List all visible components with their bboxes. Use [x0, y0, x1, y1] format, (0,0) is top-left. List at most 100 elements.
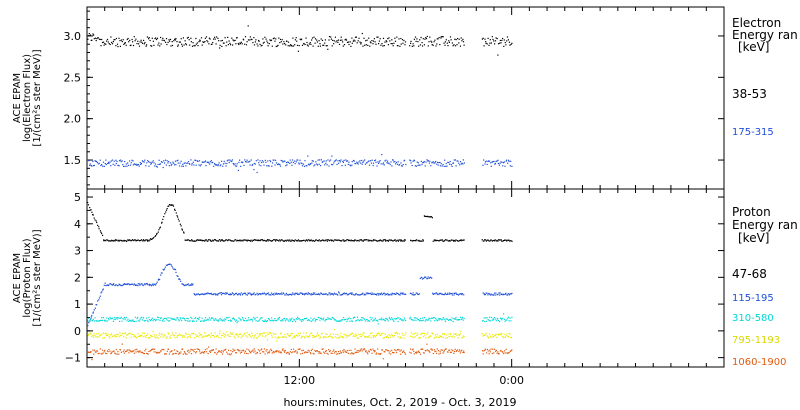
data-point [164, 162, 166, 164]
data-point [121, 41, 123, 43]
data-point [334, 319, 336, 321]
data-point [332, 39, 334, 41]
data-point [268, 239, 270, 241]
data-point [335, 351, 337, 353]
data-point [147, 284, 149, 286]
data-point [143, 43, 145, 45]
data-point [187, 350, 189, 352]
data-point [264, 353, 266, 355]
data-point [162, 166, 164, 169]
data-point [277, 239, 279, 241]
data-point [191, 240, 193, 242]
data-point [232, 348, 234, 350]
data-point [410, 162, 412, 164]
data-point [296, 334, 298, 336]
data-point [229, 293, 232, 295]
data-point [457, 37, 459, 40]
data-point [383, 319, 385, 321]
data-point [399, 239, 401, 241]
data-point [148, 316, 150, 319]
data-point [499, 294, 501, 296]
data-point [454, 348, 456, 350]
data-point [108, 162, 110, 164]
data-point [244, 317, 247, 319]
data-point [375, 43, 377, 45]
data-point [175, 352, 177, 355]
data-point [252, 293, 254, 295]
data-point [195, 352, 197, 354]
data-point [185, 284, 187, 286]
data-point [233, 294, 235, 296]
data-point [104, 239, 106, 241]
data-point [89, 319, 91, 321]
data-point [101, 38, 103, 41]
data-point [329, 294, 331, 296]
data-point [278, 318, 280, 320]
data-point [312, 336, 314, 339]
data-point [170, 334, 172, 337]
data-point [265, 161, 267, 163]
data-point [401, 165, 403, 167]
data-point [350, 45, 352, 47]
data-point [253, 316, 255, 319]
data-point [137, 239, 139, 241]
data-point [377, 240, 379, 242]
data-point [142, 332, 144, 334]
data-point [442, 164, 444, 166]
data-point [344, 350, 346, 352]
data-point [187, 349, 189, 351]
data-point [237, 349, 239, 351]
data-point [151, 37, 153, 39]
data-point [173, 318, 175, 320]
data-point [329, 335, 331, 337]
data-point [462, 41, 465, 43]
data-point [370, 160, 372, 162]
data-point [209, 293, 211, 295]
data-point [258, 39, 260, 42]
data-point [221, 240, 223, 242]
data-point [427, 277, 429, 280]
data-point [110, 165, 112, 167]
data-point [428, 41, 430, 43]
data-point [410, 332, 412, 334]
data-point [168, 161, 170, 163]
data-point [338, 351, 340, 353]
data-point [272, 351, 274, 353]
data-point [379, 293, 381, 295]
data-point [346, 350, 348, 352]
data-point [88, 322, 90, 324]
data-point [152, 320, 154, 322]
data-point [94, 307, 96, 309]
data-point [91, 314, 93, 317]
data-point [146, 352, 148, 354]
data-point [176, 275, 178, 277]
data-point [486, 163, 488, 165]
data-point [416, 351, 418, 353]
data-point [368, 335, 370, 337]
data-point [290, 44, 292, 46]
data-point [359, 239, 361, 241]
data-point [87, 38, 89, 40]
data-point [133, 163, 135, 165]
proton-series-1060-1900 [87, 343, 513, 361]
data-point [401, 319, 403, 321]
data-point [271, 352, 273, 354]
data-point [167, 205, 169, 207]
data-point [298, 240, 300, 242]
data-point [421, 332, 423, 334]
data-point [286, 164, 288, 166]
data-point [447, 45, 449, 47]
data-point [259, 293, 261, 295]
data-point [87, 320, 89, 322]
data-point [399, 164, 401, 166]
data-point [188, 333, 190, 335]
data-point [317, 240, 319, 242]
data-point [137, 316, 139, 318]
data-point [418, 293, 421, 295]
data-point [105, 159, 107, 161]
data-point [484, 163, 486, 165]
data-point [328, 336, 330, 338]
data-point [432, 44, 434, 46]
data-point [387, 337, 389, 339]
data-point [487, 350, 489, 352]
